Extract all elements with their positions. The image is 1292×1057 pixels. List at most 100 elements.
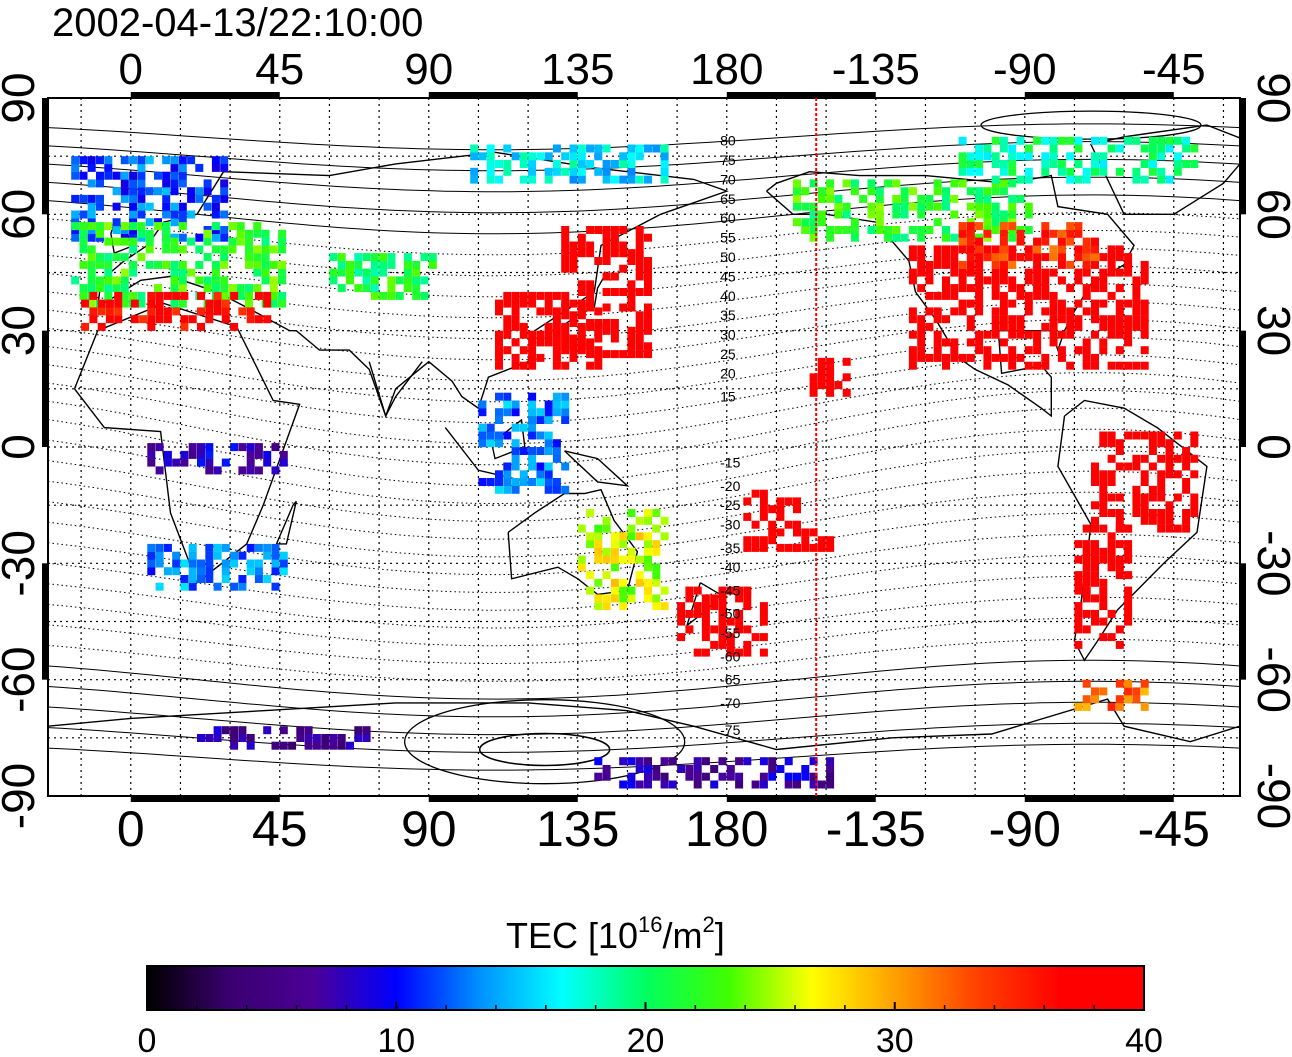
tec-cell [370,260,379,269]
tec-cell [1124,602,1133,611]
tec-cell [1057,353,1066,362]
tec-cell [205,458,214,467]
tec-cell [561,233,570,242]
tec-cell [635,334,644,343]
tec-cell [1082,175,1091,184]
tec-cell [1091,237,1099,246]
tec-cell [1033,260,1042,269]
tec-cell [751,536,760,545]
tec-cell [1124,609,1133,618]
tec-cell [1082,284,1091,293]
tec-cell [983,194,992,203]
tec-cell [1099,509,1108,517]
tec-cell [1140,454,1149,463]
tec-cell [261,245,270,254]
tec-cell [162,187,171,196]
tec-cell [552,353,561,362]
tec-cell [1132,136,1141,145]
tec-cell [536,431,545,440]
tec-cell [842,202,851,211]
tec-cell [809,218,818,227]
tec-cell [1008,361,1017,370]
tec-cell [983,144,992,153]
frame-bar-lat [42,330,48,447]
tec-cell [693,602,702,611]
tec-cell [660,586,669,595]
tec-cell [511,439,520,448]
tec-cell [155,582,164,591]
tec-cell [900,202,909,211]
tec-cell [552,291,561,300]
tec-cell [610,241,619,250]
tec-cell [801,543,810,552]
tec-cell [619,350,628,359]
tec-cell [627,288,636,296]
tec-cell [1099,602,1108,611]
tec-cell [875,202,884,211]
tec-cell [1024,152,1033,161]
tec-cell [203,187,212,196]
tec-cell [519,160,528,168]
tec-cell [271,466,280,475]
tec-cell [726,765,735,773]
tec-cell [966,284,975,293]
tec-cell [230,734,239,742]
tec-cell [187,187,196,196]
tec-cell [660,516,669,525]
tec-cell [793,772,801,781]
tec-cell [278,276,287,285]
tec-cell [875,210,884,219]
tec-cell [635,780,644,789]
lat-tick-label-right: 60 [1248,189,1292,240]
tec-cell [644,280,652,289]
tec-cell [627,342,636,351]
tec-cell [395,276,404,285]
tec-cell [221,575,230,583]
tec-cell [751,780,760,789]
contour-label: 35 [720,307,736,323]
lat-axis-right: 9060300-30-60-90 [1248,72,1292,829]
lon-tick-label-top: 90 [404,45,453,94]
tec-cell [635,342,644,351]
lon-tick-label-bottom: 0 [117,801,145,857]
tec-cell [1107,470,1116,479]
tec-cell [619,532,628,541]
tec-cell [1066,237,1075,246]
tec-cell [470,167,479,176]
tec-cell [238,726,247,735]
tec-cell [220,233,229,242]
tec-cell [966,338,975,347]
tec-cell [602,326,611,335]
lon-tick-label-top: 45 [255,45,304,94]
tec-cell [1140,516,1149,525]
tec-cell [817,536,826,545]
tec-cell [999,179,1008,188]
tec-cell [701,609,710,618]
tec-cell [635,257,644,265]
tec-cell [1041,291,1050,300]
tec-cell [155,291,164,300]
tec-cell [536,152,545,161]
tec-cell [246,315,255,324]
tec-cell [917,194,926,203]
tec-cell [163,450,172,459]
tec-cell [776,505,785,514]
tec-cell [975,253,984,262]
tec-cell [735,594,744,603]
tec-cell [726,633,735,642]
tec-cell [1140,144,1149,153]
tec-cell [220,276,229,285]
tec-cell [220,253,229,262]
tec-cell [1132,299,1141,308]
tec-cell [1148,160,1157,168]
tec-cell [975,299,984,308]
tec-cell [1074,144,1083,153]
tec-cell [610,233,619,242]
tec-cell [1115,253,1124,262]
tec-cell [1132,509,1141,517]
tec-cell [602,555,611,564]
tec-cell [586,144,595,153]
tec-cell [71,156,80,165]
tec-cell [1041,353,1050,362]
contour-label: 25 [720,346,736,362]
